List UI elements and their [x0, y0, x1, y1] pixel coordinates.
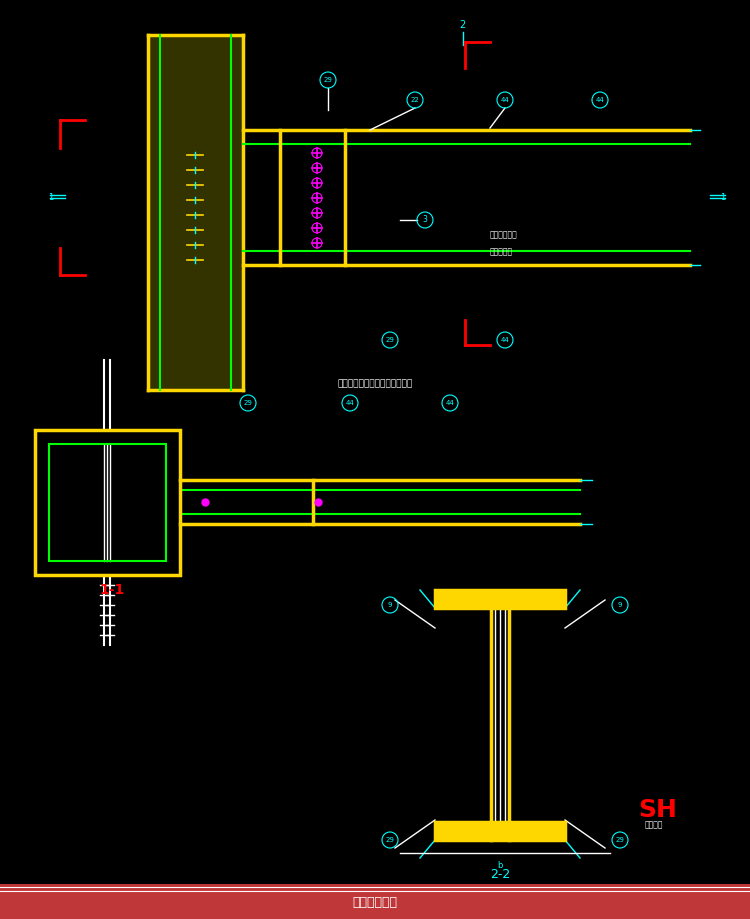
Text: 29: 29 — [244, 400, 253, 406]
Bar — [435, 822, 565, 840]
Text: 29: 29 — [616, 837, 625, 843]
Text: 安装用连接板: 安装用连接板 — [490, 231, 518, 240]
Text: 2-2: 2-2 — [490, 868, 510, 881]
Bar — [0, 884, 750, 919]
Bar — [35, 430, 180, 575]
Bar — [148, 35, 243, 390]
Text: 29: 29 — [386, 837, 394, 843]
Text: 44: 44 — [501, 97, 509, 103]
Text: 安装用螺栓: 安装用螺栓 — [490, 247, 513, 256]
Text: 拾竟素材公社: 拾竟素材公社 — [352, 895, 398, 909]
Text: 44: 44 — [501, 337, 509, 343]
Text: 9: 9 — [618, 602, 622, 608]
Text: SH: SH — [638, 798, 676, 822]
Text: 1: 1 — [48, 194, 53, 202]
Text: 29: 29 — [323, 77, 332, 83]
Text: 44: 44 — [596, 97, 604, 103]
Text: 1: 1 — [720, 194, 725, 202]
Text: 9: 9 — [388, 602, 392, 608]
Text: 44: 44 — [346, 400, 354, 406]
Text: 2: 2 — [459, 20, 465, 30]
Text: 梁浮束与箱形柱刚固性连接详图: 梁浮束与箱形柱刚固性连接详图 — [338, 380, 412, 389]
Text: 1-1: 1-1 — [99, 583, 124, 597]
Text: 22: 22 — [411, 97, 419, 103]
Bar — [435, 590, 565, 608]
Text: 素材公社: 素材公社 — [645, 821, 664, 830]
Bar — [435, 822, 565, 840]
Text: 44: 44 — [446, 400, 454, 406]
Bar — [49, 444, 166, 561]
Text: b: b — [497, 860, 502, 869]
Bar — [435, 590, 565, 608]
Text: 3: 3 — [422, 215, 427, 224]
Text: 29: 29 — [386, 337, 394, 343]
